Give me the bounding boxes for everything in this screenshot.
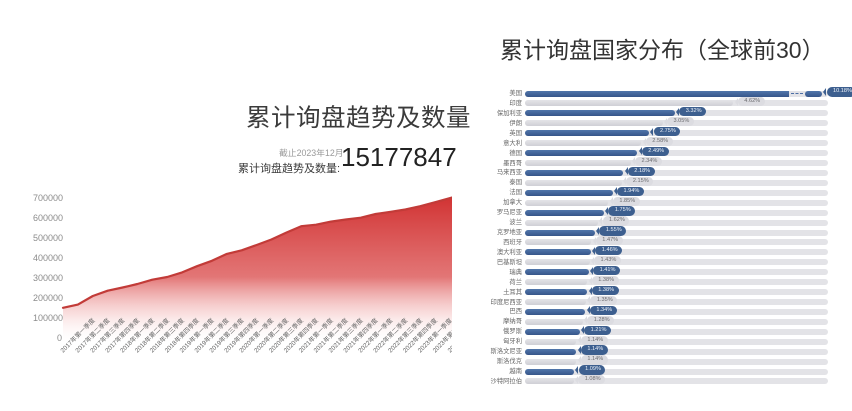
svg-text:200000: 200000 xyxy=(33,293,63,303)
svg-text:100000: 100000 xyxy=(33,313,63,323)
svg-text:0: 0 xyxy=(57,333,62,343)
svg-text:500000: 500000 xyxy=(33,233,63,243)
svg-text:400000: 400000 xyxy=(33,253,63,263)
svg-text:300000: 300000 xyxy=(33,273,63,283)
svg-text:600000: 600000 xyxy=(33,213,63,223)
svg-text:700000: 700000 xyxy=(33,193,63,203)
